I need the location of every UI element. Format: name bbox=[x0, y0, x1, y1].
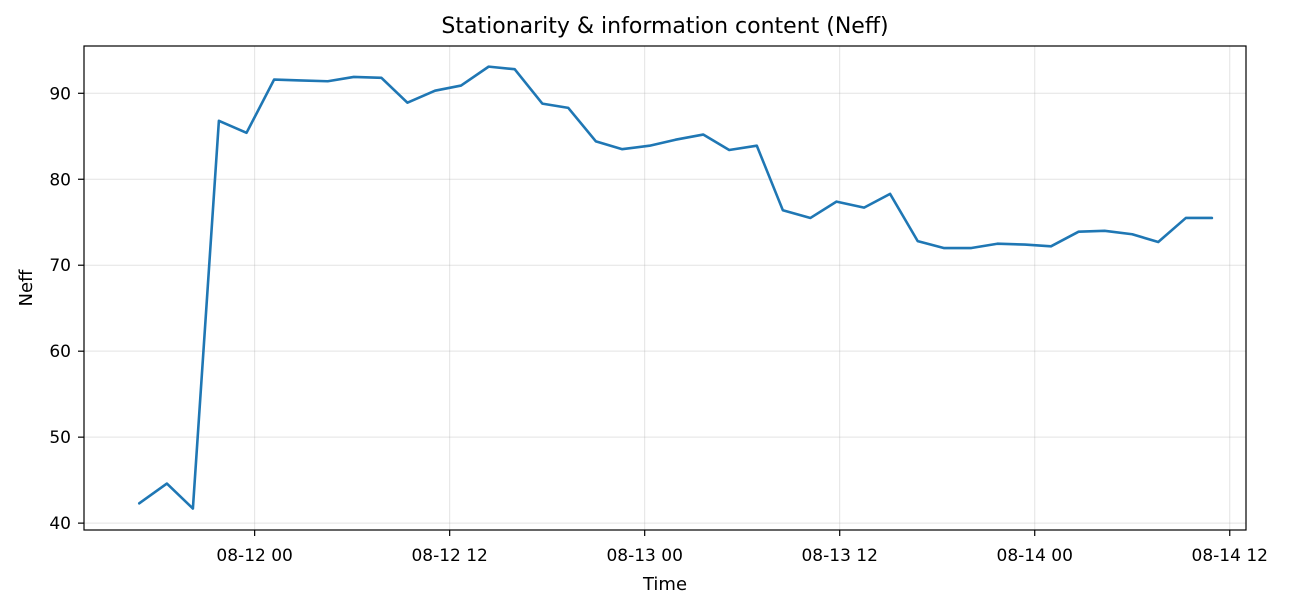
plot-frame bbox=[83, 45, 1247, 531]
x-tick-label: 08-13 12 bbox=[801, 546, 877, 566]
x-tick-label: 08-13 00 bbox=[606, 546, 682, 566]
y-tick-label: 90 bbox=[49, 84, 71, 104]
series-line bbox=[137, 65, 1214, 510]
x-tick-label: 08-14 12 bbox=[1192, 546, 1268, 566]
grid-layer bbox=[84, 46, 1246, 530]
y-tick-label: 50 bbox=[49, 428, 71, 448]
y-tick-label: 80 bbox=[49, 170, 71, 190]
series-layer bbox=[137, 65, 1214, 510]
x-tick-label: 08-12 00 bbox=[216, 546, 292, 566]
ticks-layer: 08-12 00 08-12 12 08-13 00 08-13 12 08-14 00… bbox=[49, 84, 1268, 566]
y-tick-label: 40 bbox=[49, 514, 71, 534]
x-tick-label: 08-12 12 bbox=[411, 546, 487, 566]
y-tick-label: 60 bbox=[49, 342, 71, 362]
x-tick-label: 08-14 00 bbox=[997, 546, 1073, 566]
x-axis-label: Time bbox=[642, 574, 687, 595]
chart-title: Stationarity & information content (Neff… bbox=[441, 14, 888, 39]
y-tick-label: 70 bbox=[49, 256, 71, 276]
y-axis-label: Neff bbox=[16, 269, 37, 307]
